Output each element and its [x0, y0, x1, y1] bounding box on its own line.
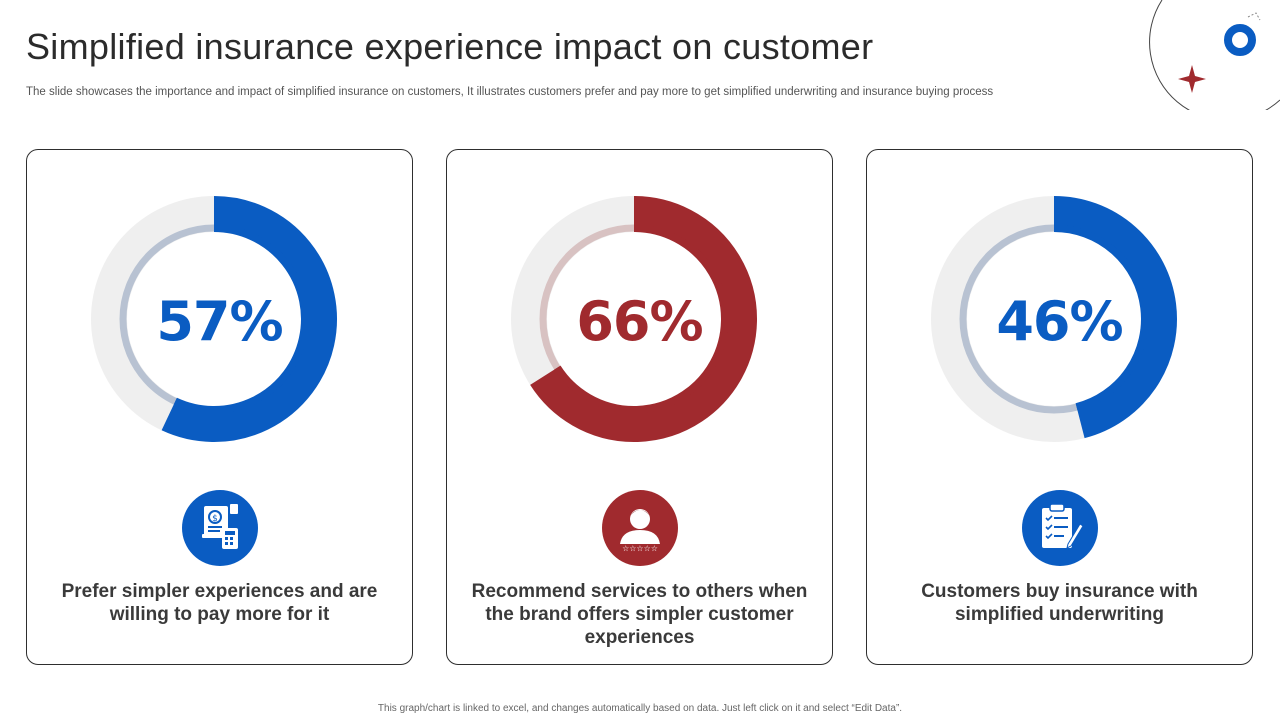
donut-chart-1 [91, 196, 337, 442]
page-title: Simplified insurance experience impact o… [26, 26, 874, 67]
donut-chart-3 [931, 196, 1177, 442]
donut-value-arc [1053, 196, 1177, 439]
stat-card-1: 57% $ Prefer simpler experiences and are… [26, 149, 413, 665]
donut-value-inner-arc [173, 224, 309, 414]
donut-value-arc [530, 196, 757, 442]
caption-1: Prefer simpler experiences and are willi… [61, 581, 378, 625]
svg-text:☆☆☆☆☆: ☆☆☆☆☆ [622, 544, 658, 553]
caption-2: Recommend services to others when the br… [471, 581, 808, 648]
corner-decoration [1149, 0, 1280, 110]
donut-value-inner-arc [1053, 224, 1149, 411]
percentage-label-1: 57% [156, 290, 283, 353]
footer-note: This graph/chart is linked to excel, and… [377, 703, 903, 714]
percentage-label-2: 66% [576, 290, 703, 353]
donut-value-arc [161, 196, 337, 442]
donut-value-inner-arc [554, 224, 729, 414]
percentage-label-3: 46% [996, 290, 1123, 353]
caption-3: Customers buy insurance with simplified … [921, 581, 1198, 625]
page-subtitle: The slide showcases the importance and i… [26, 86, 994, 98]
donut-chart-2 [511, 196, 757, 442]
stat-card-3: 46% Customers buy insurance with simplif… [866, 149, 1253, 665]
stat-card-2: 66% ☆☆☆☆☆ Recommend services to others w… [446, 149, 833, 665]
svg-text:$: $ [212, 514, 218, 524]
clipboard-checklist-icon [1022, 490, 1098, 566]
customer-rating-icon: ☆☆☆☆☆ [602, 490, 678, 566]
money-calculator-icon: $ [182, 490, 258, 566]
